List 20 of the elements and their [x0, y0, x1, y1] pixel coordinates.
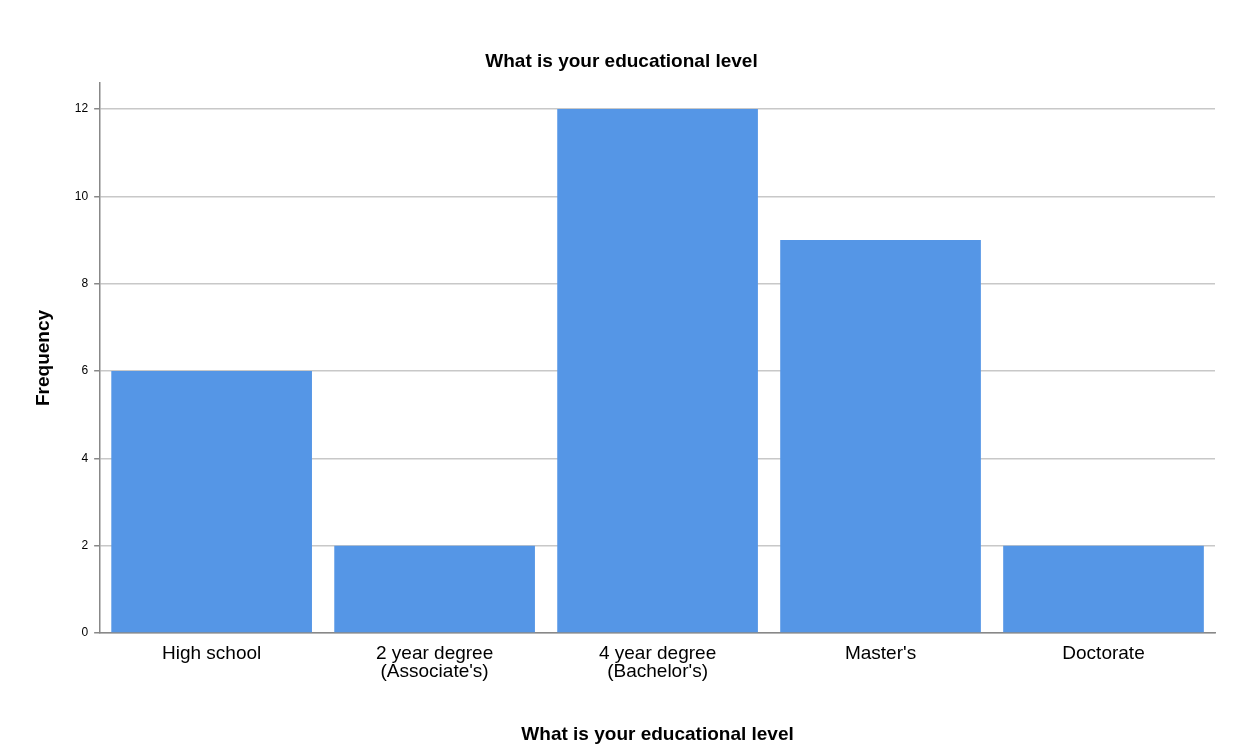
y-axis-title: Frequency — [31, 309, 53, 406]
x-tick-label: High school — [161, 642, 262, 664]
bar — [334, 545, 535, 633]
x-axis-title: What is your educational level — [521, 722, 794, 744]
x-tick-label: 4 year degree (Bachelor's) — [598, 642, 717, 682]
bar — [1003, 545, 1204, 633]
y-tick-label: 2 — [81, 538, 89, 553]
bar — [780, 240, 981, 633]
bar — [557, 109, 758, 633]
y-tick-label: 12 — [74, 101, 89, 116]
chart-title: What is your educational level — [485, 49, 758, 71]
bar — [111, 371, 312, 633]
x-tick-label: Doctorate — [1062, 642, 1145, 664]
x-tick-label: Master's — [844, 642, 917, 664]
y-tick-label: 0 — [81, 625, 89, 640]
y-tick-label: 8 — [81, 276, 89, 291]
x-tick-label: 2 year degree (Associate's) — [375, 642, 494, 682]
y-tick-label: 6 — [81, 363, 89, 378]
y-tick-label: 10 — [74, 188, 89, 203]
y-tick-label: 4 — [81, 450, 89, 465]
